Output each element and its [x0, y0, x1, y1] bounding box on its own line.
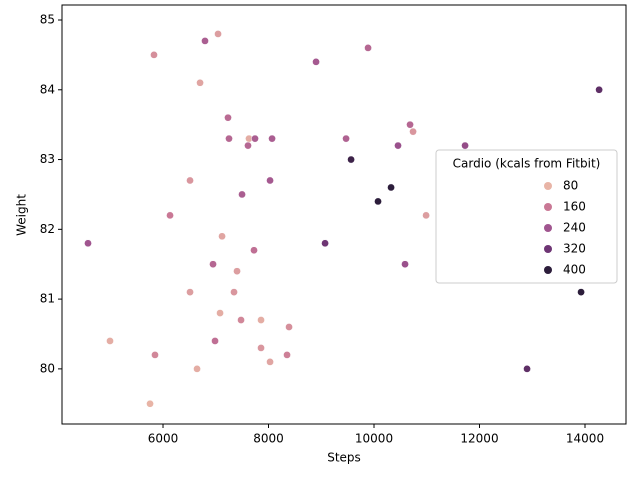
x-axis-label: Steps: [327, 451, 361, 465]
point: [150, 51, 158, 59]
legend-label: 160: [563, 200, 586, 214]
point: [394, 141, 402, 150]
x-tick-label: 8000: [253, 432, 284, 446]
point: [186, 176, 194, 185]
point: [233, 267, 241, 276]
legend-marker: [544, 182, 552, 190]
y-tick-label: 82: [40, 222, 55, 236]
legend-title: Cardio (kcals from Fitbit): [453, 157, 601, 171]
point: [257, 316, 265, 324]
point: [238, 190, 246, 199]
legend-marker: [544, 245, 552, 253]
point: [250, 246, 258, 255]
point: [374, 197, 382, 206]
point: [225, 134, 233, 143]
x-tick-label: 12000: [460, 432, 498, 446]
point: [266, 176, 274, 185]
point: [193, 365, 201, 373]
legend-marker: [544, 266, 552, 274]
point: [214, 30, 222, 38]
legend-label: 80: [563, 179, 578, 193]
point: [251, 134, 259, 143]
point: [342, 134, 350, 143]
point: [283, 351, 291, 359]
point: [321, 239, 329, 248]
legend-label: 320: [563, 242, 586, 256]
point: [216, 309, 224, 317]
point: [209, 260, 217, 269]
point: [237, 316, 245, 324]
point: [312, 58, 320, 66]
y-tick-label: 81: [40, 292, 55, 306]
x-tick-label: 6000: [148, 432, 179, 446]
legend-box: [435, 149, 618, 284]
point: [285, 323, 293, 331]
point: [151, 351, 159, 359]
point: [595, 85, 603, 94]
point: [523, 365, 531, 373]
plot-frame: [61, 4, 627, 425]
x-tick-label: 14000: [566, 432, 604, 446]
point: [201, 37, 209, 45]
point: [230, 288, 238, 296]
legend-marker: [544, 224, 552, 232]
point: [364, 44, 372, 52]
legend-marker: [544, 203, 552, 211]
point: [196, 78, 204, 87]
y-axis-label: Weight: [15, 194, 29, 236]
point: [211, 337, 219, 345]
point: [406, 120, 414, 129]
point: [186, 288, 194, 296]
point: [422, 211, 430, 220]
point: [268, 134, 276, 143]
point: [347, 155, 355, 164]
point: [244, 141, 252, 150]
legend-label: 400: [563, 263, 586, 277]
point: [387, 183, 395, 192]
point: [224, 113, 232, 122]
point: [166, 211, 174, 220]
legend-label: 240: [563, 221, 586, 235]
point: [266, 358, 274, 366]
y-tick-label: 80: [40, 361, 55, 375]
point: [146, 399, 154, 408]
point: [401, 260, 409, 269]
point: [218, 232, 226, 241]
point: [257, 344, 265, 352]
y-tick-label: 83: [40, 152, 55, 166]
point: [106, 337, 114, 345]
point: [409, 127, 417, 136]
point: [461, 141, 469, 150]
point: [84, 239, 92, 248]
x-tick-label: 10000: [355, 432, 393, 446]
y-tick-label: 84: [40, 82, 55, 96]
point: [577, 288, 585, 296]
y-tick-label: 85: [40, 13, 55, 27]
